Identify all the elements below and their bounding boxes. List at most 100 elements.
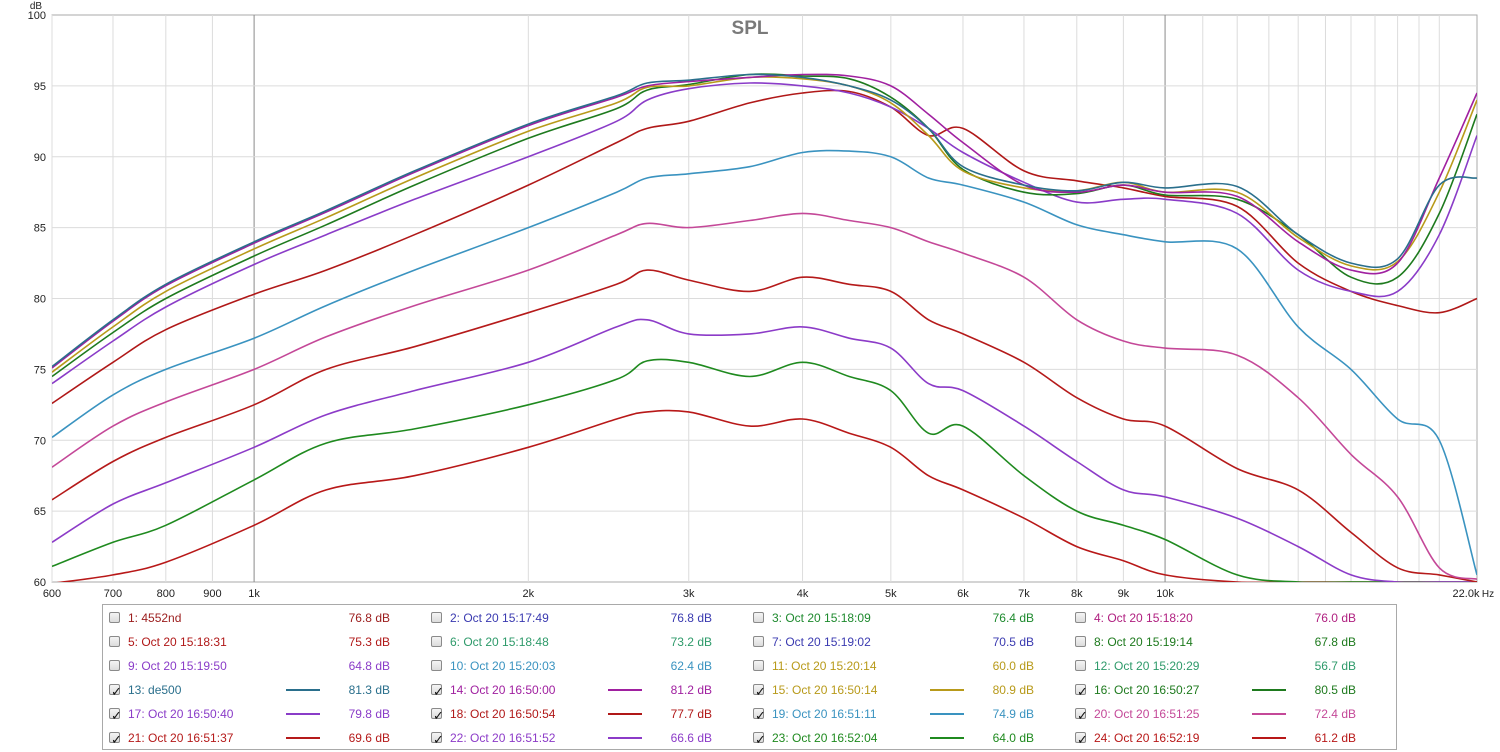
- legend-value: 75.3 dB: [348, 635, 390, 649]
- series-line-14: [52, 73, 1477, 369]
- x-tick-label: 2k: [523, 588, 535, 600]
- legend-item: 1: 4552nd 76.8 dB: [109, 608, 409, 628]
- legend-checkbox[interactable]: [109, 636, 120, 647]
- legend-label: 21: Oct 20 16:51:37: [128, 731, 234, 745]
- series-line-18: [52, 89, 1477, 405]
- legend-value: 67.8 dB: [1314, 635, 1356, 649]
- legend-swatch: [930, 737, 964, 739]
- legend-label: 24: Oct 20 16:52:19: [1094, 731, 1200, 745]
- legend-item: ✓ 18: Oct 20 16:50:54 77.7 dB: [431, 704, 731, 724]
- x-tick-label: 8k: [1071, 588, 1083, 600]
- legend-label: 10: Oct 20 15:20:03: [450, 659, 556, 673]
- y-tick-label: 100: [28, 10, 46, 22]
- legend-item: 9: Oct 20 15:19:50 64.8 dB: [109, 656, 409, 676]
- x-tick-label: 3k: [683, 588, 695, 600]
- legend-checkbox[interactable]: [1075, 636, 1086, 647]
- series-line-22: [52, 318, 1477, 582]
- legend-swatch: [608, 713, 642, 715]
- series-line-17: [52, 82, 1477, 385]
- legend-checkbox[interactable]: [1075, 612, 1086, 623]
- legend-checkbox[interactable]: ✓: [431, 708, 444, 724]
- legend-label: 12: Oct 20 15:20:29: [1094, 659, 1200, 673]
- series-line-19: [52, 149, 1477, 576]
- y-tick-label: 75: [34, 364, 46, 376]
- y-tick-label: 60: [34, 577, 46, 589]
- series-line-20: [52, 212, 1477, 580]
- legend-checkbox[interactable]: [753, 660, 764, 671]
- series-line-13: [52, 73, 1477, 368]
- legend-value: 72.4 dB: [1314, 707, 1356, 721]
- legend-label: 2: Oct 20 15:17:49: [450, 611, 549, 625]
- legend-label: 19: Oct 20 16:51:11: [772, 707, 877, 721]
- legend-value: 64.0 dB: [992, 731, 1034, 745]
- legend-label: 23: Oct 20 16:52:04: [772, 731, 878, 745]
- grid: [51, 15, 1477, 582]
- legend-item: ✓ 21: Oct 20 16:51:37 69.6 dB: [109, 728, 409, 748]
- checkmark-icon: ✓: [755, 733, 766, 748]
- legend-value: 81.2 dB: [670, 683, 712, 697]
- legend-checkbox[interactable]: ✓: [1075, 708, 1088, 724]
- legend-checkbox[interactable]: ✓: [1075, 684, 1088, 700]
- legend-label: 3: Oct 20 15:18:09: [772, 611, 871, 625]
- legend-item: 10: Oct 20 15:20:03 62.4 dB: [431, 656, 731, 676]
- legend-item: ✓ 23: Oct 20 16:52:04 64.0 dB: [753, 728, 1053, 748]
- legend-checkbox[interactable]: ✓: [753, 684, 766, 700]
- legend-swatch: [608, 737, 642, 739]
- legend-swatch: [930, 713, 964, 715]
- y-tick-label: 65: [34, 506, 46, 518]
- legend-label: 14: Oct 20 16:50:00: [450, 683, 556, 697]
- legend-checkbox[interactable]: [431, 660, 442, 671]
- legend-item: 5: Oct 20 15:18:31 75.3 dB: [109, 632, 409, 652]
- x-axis-ticks: 600 700 800 900 1k 2k 3k 4k 5k 6k 7k 8k 9k 10k 22.0k: [43, 588, 1480, 600]
- legend-checkbox[interactable]: ✓: [109, 684, 122, 700]
- checkmark-icon: ✓: [1077, 685, 1088, 700]
- legend-checkbox[interactable]: ✓: [431, 684, 444, 700]
- y-tick-label: 70: [34, 435, 46, 447]
- legend-value: 66.6 dB: [670, 731, 712, 745]
- legend-label: 4: Oct 20 15:18:20: [1094, 611, 1193, 625]
- series-line-21: [52, 269, 1477, 582]
- legend-checkbox[interactable]: ✓: [753, 708, 766, 724]
- legend-item: 6: Oct 20 15:18:48 73.2 dB: [431, 632, 731, 652]
- spl-chart: 60 65 70 75 80 85 90 95 100 600 700 800 900 1k 2k 3k 4k…: [28, 1, 1494, 600]
- legend-checkbox[interactable]: [753, 636, 764, 647]
- y-axis-unit: dB: [30, 1, 43, 12]
- legend-item: 8: Oct 20 15:19:14 67.8 dB: [1075, 632, 1375, 652]
- legend-checkbox[interactable]: [1075, 660, 1086, 671]
- legend-value: 76.8 dB: [670, 611, 712, 625]
- x-tick-label: 10k: [1156, 588, 1174, 600]
- legend-checkbox[interactable]: ✓: [1075, 732, 1088, 748]
- checkmark-icon: ✓: [1077, 733, 1088, 748]
- x-axis-unit: Hz: [1482, 589, 1494, 600]
- legend-checkbox[interactable]: [753, 612, 764, 623]
- legend-value: 74.9 dB: [992, 707, 1034, 721]
- legend-label: 8: Oct 20 15:19:14: [1094, 635, 1193, 649]
- x-tick-label: 4k: [797, 588, 809, 600]
- legend-item: 3: Oct 20 15:18:09 76.4 dB: [753, 608, 1053, 628]
- legend-item: ✓ 13: de500 81.3 dB: [109, 680, 409, 700]
- legend-label: 5: Oct 20 15:18:31: [128, 635, 227, 649]
- legend-checkbox[interactable]: [109, 660, 120, 671]
- legend-checkbox[interactable]: ✓: [109, 708, 122, 724]
- legend-value: 79.8 dB: [348, 707, 390, 721]
- checkmark-icon: ✓: [433, 709, 444, 724]
- legend-item: ✓ 17: Oct 20 16:50:40 79.8 dB: [109, 704, 409, 724]
- legend-value: 61.2 dB: [1314, 731, 1356, 745]
- x-tick-label: 900: [203, 588, 221, 600]
- legend-checkbox[interactable]: [109, 612, 120, 623]
- checkmark-icon: ✓: [111, 685, 122, 700]
- legend-label: 15: Oct 20 16:50:14: [772, 683, 878, 697]
- legend-checkbox[interactable]: [431, 612, 442, 623]
- legend-checkbox[interactable]: ✓: [109, 732, 122, 748]
- legend-item: ✓ 24: Oct 20 16:52:19 61.2 dB: [1075, 728, 1375, 748]
- legend-checkbox[interactable]: [431, 636, 442, 647]
- legend-checkbox[interactable]: ✓: [431, 732, 444, 748]
- x-tick-label: 700: [104, 588, 122, 600]
- legend-value: 76.4 dB: [992, 611, 1034, 625]
- legend-item: 4: Oct 20 15:18:20 76.0 dB: [1075, 608, 1375, 628]
- legend-value: 76.8 dB: [348, 611, 390, 625]
- legend-item: ✓ 22: Oct 20 16:51:52 66.6 dB: [431, 728, 731, 748]
- legend-label: 11: Oct 20 15:20:14: [772, 659, 877, 673]
- series-lines: [52, 73, 1477, 582]
- legend-checkbox[interactable]: ✓: [753, 732, 766, 748]
